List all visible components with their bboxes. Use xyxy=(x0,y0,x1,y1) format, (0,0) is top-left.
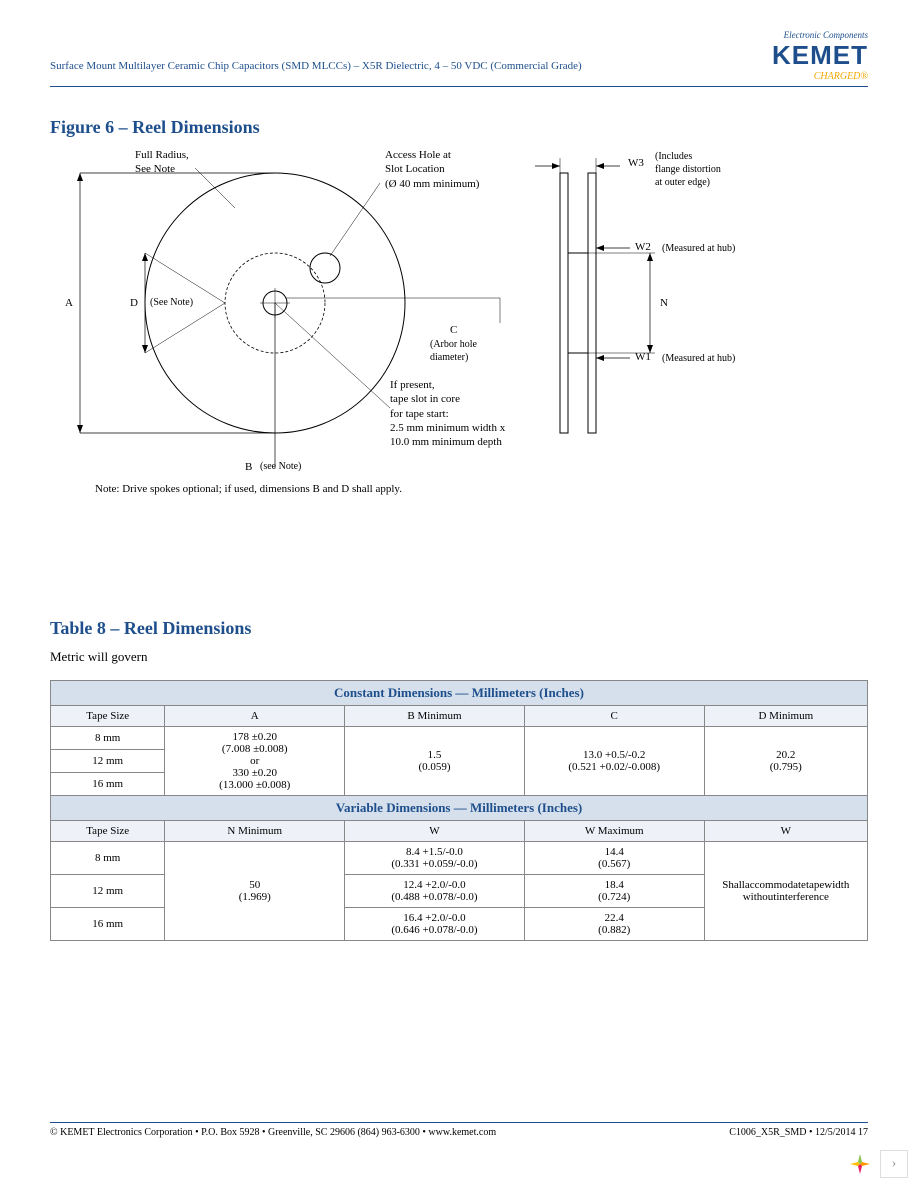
table-title: Table 8 – Reel Dimensions xyxy=(50,618,868,639)
label-w3-note: (Includes flange distortion at outer edg… xyxy=(655,150,721,189)
label-w1-note: (Measured at hub) xyxy=(662,352,735,365)
label-a: A xyxy=(65,296,73,310)
section-header-2: Variable Dimensions — Millimeters (Inche… xyxy=(51,796,868,821)
label-arbor: (Arbor hole diameter) xyxy=(430,338,477,364)
cell: 50 (1.969) xyxy=(165,842,345,941)
footer-left: © KEMET Electronics Corporation • P.O. B… xyxy=(50,1127,496,1138)
label-w3: W3 xyxy=(628,156,644,170)
col-d: D Minimum xyxy=(704,706,867,727)
figure-title: Figure 6 – Reel Dimensions xyxy=(50,117,868,138)
cell: 8 mm xyxy=(51,727,165,750)
table-subtitle: Metric will govern xyxy=(50,649,868,665)
col-wmax: W Maximum xyxy=(524,821,704,842)
cell: 12 mm xyxy=(51,875,165,908)
cell: 16 mm xyxy=(51,908,165,941)
cell: 12 mm xyxy=(51,750,165,773)
label-b: B xyxy=(245,460,252,474)
logo-charged: CHARGED® xyxy=(772,71,868,82)
col-w2: W xyxy=(704,821,867,842)
cell: 13.0 +0.5/-0.2 (0.521 +0.02/-0.008) xyxy=(524,727,704,796)
col-tape-size-2: Tape Size xyxy=(51,821,165,842)
page-navigation: › xyxy=(848,1150,908,1178)
label-tape-slot: If present, tape slot in core for tape s… xyxy=(390,378,505,449)
figure-note: Note: Drive spokes optional; if used, di… xyxy=(95,483,402,495)
page-header: Surface Mount Multilayer Ceramic Chip Ca… xyxy=(50,30,868,87)
cell: 12.4 +2.0/-0.0 (0.488 +0.078/-0.0) xyxy=(345,875,525,908)
cell: Shallaccommodatetapewidth withoutinterfe… xyxy=(704,842,867,941)
label-w1: W1 xyxy=(635,350,651,364)
section-header-1: Constant Dimensions — Millimeters (Inche… xyxy=(51,681,868,706)
cell: 18.4 (0.724) xyxy=(524,875,704,908)
cell: 16 mm xyxy=(51,773,165,796)
col-a: A xyxy=(165,706,345,727)
table-row: 8 mm 178 ±0.20 (7.008 ±0.008) or 330 ±0.… xyxy=(51,727,868,750)
label-full-radius: Full Radius, See Note xyxy=(135,148,189,177)
cell: 1.5 (0.059) xyxy=(345,727,525,796)
logo: Electronic Components KEMET CHARGED® xyxy=(772,30,868,82)
label-c: C xyxy=(450,323,457,337)
col-b: B Minimum xyxy=(345,706,525,727)
col-c: C xyxy=(524,706,704,727)
label-n: N xyxy=(660,296,668,310)
label-w2: W2 xyxy=(635,240,651,254)
reel-diagram: Full Radius, See Note Access Hole at Slo… xyxy=(50,148,868,518)
cell: 178 ±0.20 (7.008 ±0.008) or 330 ±0.20 (1… xyxy=(165,727,345,796)
col-w: W xyxy=(345,821,525,842)
next-page-button[interactable]: › xyxy=(880,1150,908,1178)
label-w2-note: (Measured at hub) xyxy=(662,242,735,255)
label-access-hole: Access Hole at Slot Location (Ø 40 mm mi… xyxy=(385,148,479,191)
cell: 8.4 +1.5/-0.0 (0.331 +0.059/-0.0) xyxy=(345,842,525,875)
page-footer: © KEMET Electronics Corporation • P.O. B… xyxy=(50,1122,868,1138)
chevron-right-icon: › xyxy=(892,1156,897,1172)
cell: 22.4 (0.882) xyxy=(524,908,704,941)
label-d: D xyxy=(130,296,138,310)
cell: 8 mm xyxy=(51,842,165,875)
cell: 14.4 (0.567) xyxy=(524,842,704,875)
col-n: N Minimum xyxy=(165,821,345,842)
col-tape-size: Tape Size xyxy=(51,706,165,727)
header-title: Surface Mount Multilayer Ceramic Chip Ca… xyxy=(50,30,582,72)
logo-tagline: Electronic Components xyxy=(772,30,868,40)
table-row: 8 mm 50 (1.969) 8.4 +1.5/-0.0 (0.331 +0.… xyxy=(51,842,868,875)
logo-main: KEMET xyxy=(772,40,868,71)
footer-right: C1006_X5R_SMD • 12/5/2014 17 xyxy=(729,1127,868,1138)
cell: 20.2 (0.795) xyxy=(704,727,867,796)
flower-icon xyxy=(848,1152,872,1176)
reel-dimensions-table: Constant Dimensions — Millimeters (Inche… xyxy=(50,680,868,941)
label-b-note: (see Note) xyxy=(260,460,301,473)
cell: 16.4 +2.0/-0.0 (0.646 +0.078/-0.0) xyxy=(345,908,525,941)
label-d-note: (See Note) xyxy=(150,296,193,309)
